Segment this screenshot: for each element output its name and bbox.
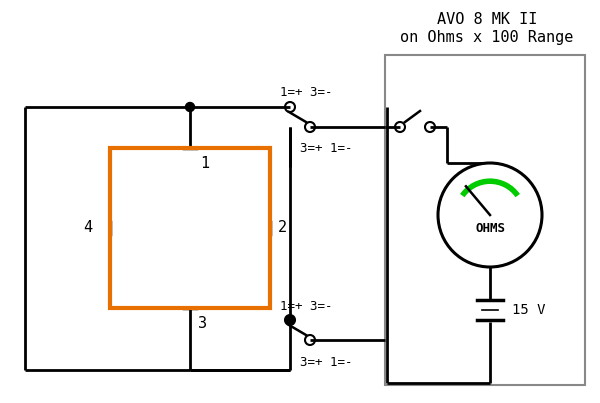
Text: 3: 3 (198, 316, 207, 332)
Text: 3=+ 1=-: 3=+ 1=- (300, 143, 353, 156)
Text: on Ohms x 100 Range: on Ohms x 100 Range (400, 30, 574, 45)
Text: 1=+ 3=-: 1=+ 3=- (280, 299, 332, 312)
Bar (110, 148, 270, 308)
Bar (385, 55, 585, 385)
Text: 2: 2 (278, 220, 287, 235)
Text: 4: 4 (83, 220, 92, 235)
Text: 3=+ 1=-: 3=+ 1=- (300, 355, 353, 368)
Text: 1=+ 3=-: 1=+ 3=- (280, 87, 332, 100)
Circle shape (185, 102, 194, 112)
Circle shape (286, 316, 295, 324)
Text: OHMS: OHMS (475, 222, 505, 235)
Text: AVO 8 MK II: AVO 8 MK II (437, 12, 537, 27)
Circle shape (438, 163, 542, 267)
Text: 1: 1 (200, 156, 209, 172)
Text: 15 V: 15 V (512, 303, 545, 317)
